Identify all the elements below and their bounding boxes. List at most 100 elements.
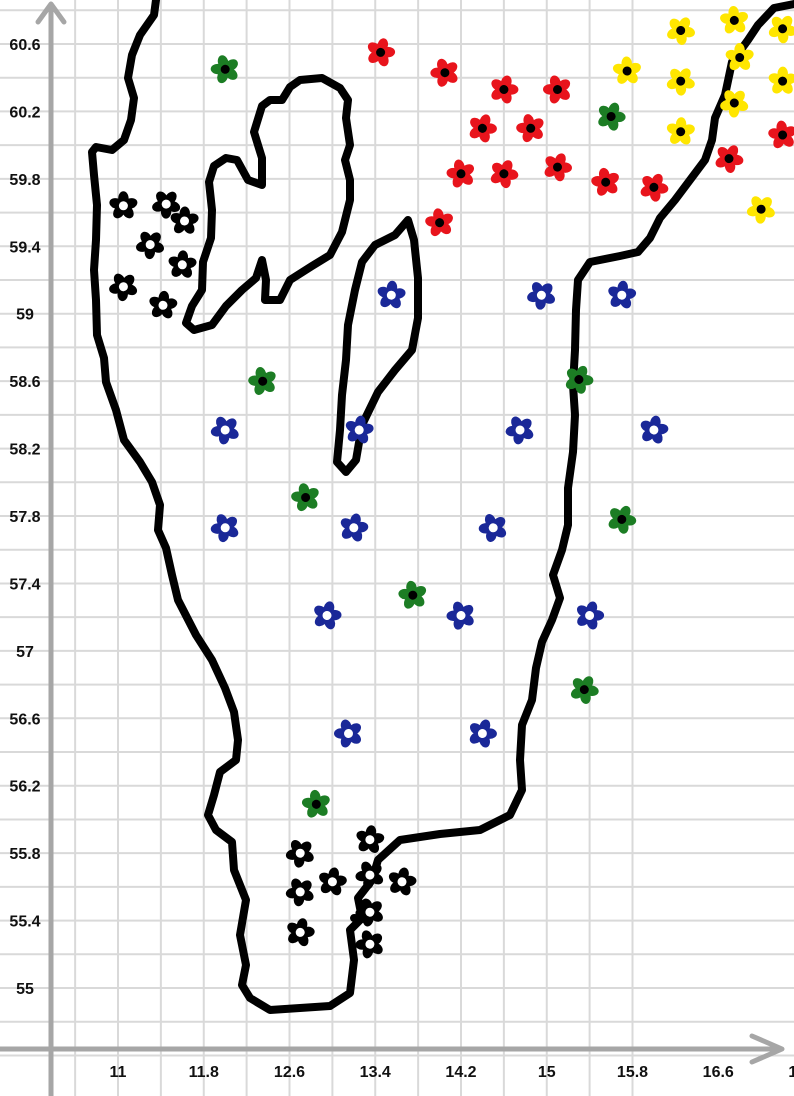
x-tick-label: 13.4	[360, 1064, 391, 1081]
yellow-flower-marker	[720, 90, 749, 118]
blue-flower-marker	[345, 415, 374, 444]
x-axis-arrow-icon	[749, 1033, 785, 1065]
black-flower-marker	[152, 191, 181, 219]
yellow-flower-marker	[667, 17, 695, 45]
red-flower-marker	[640, 173, 669, 202]
x-tick-label: 12.6	[274, 1064, 305, 1081]
red-flower-marker	[768, 120, 794, 149]
green-flower-marker	[398, 580, 427, 609]
blue-flower-marker	[469, 719, 497, 748]
blue-flower-marker	[210, 416, 239, 445]
y-tick-label: 59.4	[9, 239, 40, 256]
yellow-flower-marker	[768, 15, 794, 44]
x-tick-label: 17.4	[788, 1064, 794, 1081]
black-flower-marker	[355, 898, 383, 927]
red-flower-marker	[544, 153, 572, 182]
blue-flower-marker	[210, 514, 239, 543]
blue-flower-marker	[340, 513, 369, 542]
blue-flower-marker	[314, 601, 342, 630]
x-tick-label: 16.6	[703, 1064, 734, 1081]
black-flower-marker	[136, 231, 164, 260]
red-flower-marker	[469, 114, 497, 143]
y-axis-tick-labels: 60.6 60.2 59.8 59.4 59 58.6 58.2 57.8 57.4 57 56.6…	[9, 37, 40, 998]
y-tick-label: 59.8	[9, 172, 40, 189]
lake-vanern-outline	[182, 74, 354, 334]
y-tick-label: 58.6	[9, 374, 40, 391]
red-flower-marker	[516, 114, 544, 143]
blue-flower-marker	[334, 719, 362, 748]
yellow-flower-marker	[612, 56, 641, 84]
blue-flower-marker	[377, 280, 406, 309]
y-tick-label: 56.2	[9, 779, 40, 796]
black-flower-marker	[319, 867, 347, 896]
blue-flower-marker	[608, 280, 637, 309]
green-flower-marker	[598, 102, 626, 131]
y-tick-label: 60.6	[9, 37, 40, 54]
green-flower-marker	[248, 367, 276, 395]
y-tick-label: 55	[16, 981, 34, 998]
black-flower-marker	[285, 840, 314, 868]
x-tick-label: 11	[110, 1064, 127, 1081]
yellow-flower-marker	[666, 68, 695, 96]
y-tick-label: 55.4	[9, 914, 40, 931]
y-tick-label: 58.2	[9, 442, 40, 459]
yellow-flower-marker	[666, 117, 695, 145]
x-tick-label: 15.8	[617, 1064, 648, 1081]
yellow-flower-marker	[720, 5, 748, 34]
y-tick-label: 59	[16, 307, 34, 324]
blue-flower-marker	[478, 514, 507, 542]
mainland-outline	[88, 0, 794, 1014]
y-tick-label: 60.2	[9, 104, 40, 121]
y-tick-label: 55.8	[9, 846, 40, 863]
yellow-flower-marker	[768, 66, 794, 94]
blue-flower-marker	[527, 282, 555, 310]
black-flower-marker	[109, 273, 138, 302]
x-tick-label: 15	[538, 1064, 556, 1081]
y-axis-arrow-icon	[35, 1, 67, 25]
blue-flower-marker	[446, 601, 474, 630]
black-flower-marker	[355, 861, 384, 890]
green-flower-marker	[291, 483, 319, 512]
y-tick-label: 57.8	[9, 509, 40, 526]
lake-vattern-outline	[333, 216, 422, 476]
coastline-outline	[88, 0, 794, 1014]
red-flower-marker	[425, 208, 453, 237]
black-flower-marker	[287, 918, 315, 947]
black-flower-marker	[168, 250, 197, 278]
red-flower-marker	[591, 167, 619, 196]
black-flower-marker	[356, 825, 385, 853]
x-tick-label: 11.8	[189, 1064, 219, 1081]
red-flower-marker	[490, 160, 519, 189]
black-flower-marker	[388, 867, 417, 896]
x-tick-label: 14.2	[445, 1064, 476, 1081]
red-flower-marker	[430, 58, 458, 87]
green-flower-marker	[608, 505, 637, 534]
red-flower-marker	[446, 159, 474, 188]
black-flower-marker	[285, 878, 314, 907]
y-tick-label: 57	[16, 644, 34, 661]
black-flower-marker	[109, 191, 138, 219]
black-flower-marker	[355, 930, 383, 959]
blue-flower-marker	[640, 415, 669, 444]
black-flower-marker	[149, 290, 178, 319]
green-flower-marker	[565, 365, 594, 394]
yellow-flower-marker	[746, 196, 775, 224]
yellow-flower-marker	[725, 43, 754, 71]
blue-flower-marker	[576, 601, 605, 630]
y-tick-label: 56.6	[9, 711, 40, 728]
green-flower-marker	[301, 789, 330, 818]
red-flower-marker	[715, 145, 744, 173]
black-flower-marker	[170, 206, 199, 234]
red-flower-marker	[543, 75, 571, 104]
flower-markers	[109, 5, 794, 959]
blue-flower-marker	[505, 416, 534, 445]
red-flower-marker	[491, 75, 519, 104]
green-flower-marker	[210, 55, 238, 84]
y-tick-label: 57.4	[9, 576, 40, 593]
red-flower-marker	[367, 38, 396, 67]
green-flower-marker	[570, 676, 599, 704]
